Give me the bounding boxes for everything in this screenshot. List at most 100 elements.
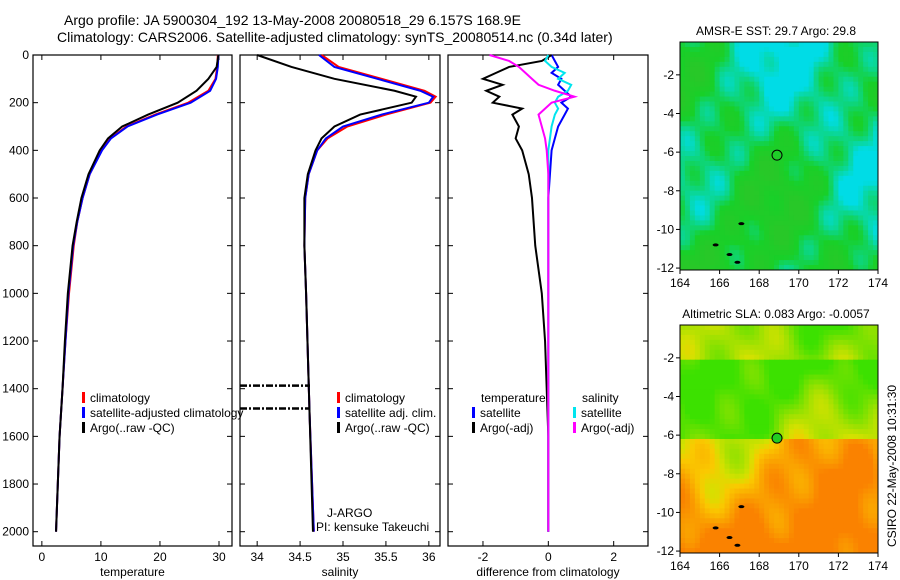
map-cell [764, 51, 770, 58]
map-cell [779, 543, 785, 549]
map-cell [808, 409, 815, 415]
map-cell [838, 344, 844, 351]
map-cell [863, 260, 869, 266]
map-cell [689, 349, 696, 356]
map-cell [680, 349, 686, 356]
map-cell [689, 190, 696, 197]
map-cell [704, 414, 711, 420]
map-cell [684, 528, 691, 534]
map-cell [798, 185, 805, 192]
map-cell [694, 339, 701, 346]
map-cell [868, 165, 874, 172]
map-cell [828, 116, 834, 122]
map-cell [843, 389, 849, 395]
map-cell [724, 379, 730, 385]
map-cell [684, 205, 691, 212]
map-cell [858, 240, 864, 246]
map-cell [719, 379, 726, 385]
map-cell [853, 265, 859, 271]
map-cell [833, 394, 839, 400]
map-cell [823, 131, 829, 137]
map-cell [739, 483, 745, 490]
y-tick-label: -12 [657, 261, 675, 275]
map-cell [833, 151, 839, 157]
map-cell [719, 195, 726, 202]
map-cell [714, 523, 721, 529]
map-cell [843, 533, 849, 539]
map-cell [714, 210, 721, 216]
map-cell [843, 195, 849, 202]
map-cell [783, 379, 790, 385]
map-cell [779, 96, 785, 102]
map-cell [873, 468, 879, 475]
map-cell [793, 136, 800, 142]
map-cell [774, 453, 780, 460]
map-cell [813, 493, 820, 499]
map-cell [779, 508, 785, 514]
map-cell [818, 200, 825, 207]
map-cell [813, 230, 820, 236]
map-cell [764, 443, 770, 450]
map-cell [848, 424, 854, 430]
map-cell [803, 156, 810, 162]
map-cell [694, 508, 701, 514]
map-cell [843, 503, 849, 509]
map-cell [769, 220, 775, 226]
map-cell [739, 86, 745, 93]
map-cell [858, 121, 864, 127]
map-cell [754, 136, 760, 142]
map-cell [828, 225, 834, 231]
map-cell [764, 170, 770, 177]
map-cell [813, 160, 820, 167]
map-cell [788, 240, 795, 246]
map-cell [833, 185, 839, 192]
map-cell [803, 230, 810, 236]
map-cell [719, 76, 726, 83]
map-cell [689, 245, 696, 251]
map-cell [684, 448, 691, 455]
map-cell [793, 543, 800, 549]
map-cell [754, 56, 760, 63]
map-cell [808, 329, 815, 336]
map-cell [858, 160, 864, 167]
map-cell [858, 453, 864, 460]
map-cell [680, 175, 686, 182]
map-cell [734, 384, 740, 390]
map-cell [734, 126, 740, 132]
map-cell [779, 493, 785, 499]
map-cell [769, 170, 775, 177]
map-cell [798, 498, 805, 504]
map-cell [788, 96, 795, 102]
map-cell [833, 165, 839, 172]
map-cell [719, 66, 726, 73]
map-cell [823, 424, 829, 430]
map-cell [863, 190, 869, 197]
map-cell [873, 111, 879, 117]
map-cell [798, 91, 805, 98]
map-cell [749, 453, 755, 460]
map-cell [719, 185, 726, 192]
map-cell [823, 200, 829, 207]
map-cell [680, 488, 686, 495]
map-cell [699, 106, 706, 112]
map-cell [759, 205, 765, 212]
map-cell [774, 538, 780, 544]
map-cell [739, 111, 745, 117]
map-cell [858, 389, 864, 395]
map-cell [694, 478, 701, 485]
map-cell [749, 359, 755, 366]
map-cell [769, 478, 775, 485]
map-cell [704, 111, 711, 117]
map-cell [843, 538, 849, 544]
map-cell [734, 443, 740, 450]
map-cell [754, 111, 760, 117]
map-cell [774, 101, 780, 107]
map-cell [853, 185, 859, 192]
map-cell [813, 429, 820, 435]
map-cell [848, 225, 854, 231]
map-cell [729, 379, 735, 385]
map-cell [779, 458, 785, 465]
figure-title-line2: Climatology: CARS2006. Satellite-adjuste… [57, 29, 613, 45]
map-cell [783, 151, 790, 157]
map-cell [788, 71, 795, 78]
